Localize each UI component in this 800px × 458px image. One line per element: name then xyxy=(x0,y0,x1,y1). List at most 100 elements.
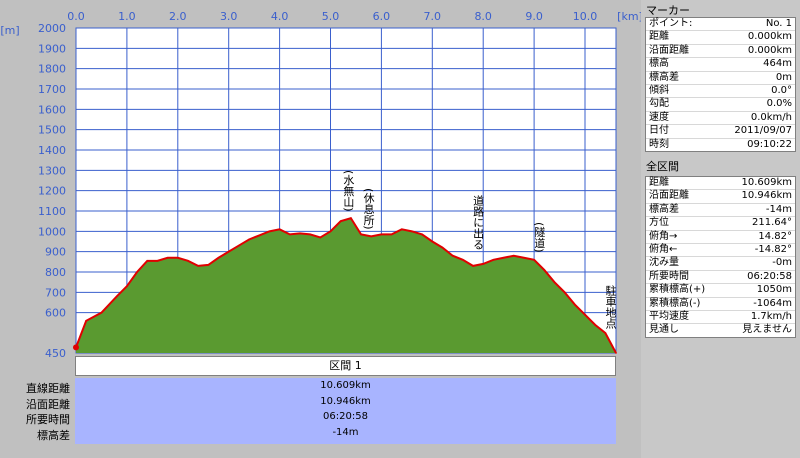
elevation-point xyxy=(411,230,413,233)
elevation-point xyxy=(339,220,342,222)
marker-row: 標高 464m xyxy=(646,58,795,72)
elevation-point xyxy=(594,324,596,326)
section-value: 14.82° xyxy=(758,230,792,242)
elevation-point xyxy=(207,264,210,266)
y-tick-label: 1000 xyxy=(38,225,66,238)
section-key: 所要時間 xyxy=(649,270,689,282)
marker-row: 時刻 09:10:22 xyxy=(646,139,795,151)
elevation-point xyxy=(441,246,444,249)
section-value: -1064m xyxy=(753,297,792,309)
elevation-point xyxy=(299,232,301,235)
section-row: 俯角→ 14.82° xyxy=(646,231,795,244)
y-tick-label: 1900 xyxy=(38,42,66,55)
elevation-point xyxy=(400,228,403,231)
annotation-label: (休息所) xyxy=(362,188,375,230)
section-key: 見通し xyxy=(649,324,679,336)
section-value: 06:20:58 xyxy=(747,270,792,282)
marker-key: 速度 xyxy=(649,111,669,123)
section-key: 平均速度 xyxy=(649,310,689,322)
marker-key: 標高 xyxy=(649,58,669,70)
y-tick-label: 900 xyxy=(45,246,66,259)
x-tick-label: 9.0 xyxy=(525,10,543,23)
x-tick-label: 7.0 xyxy=(424,10,442,23)
marker-key: 標高差 xyxy=(649,71,679,83)
elevation-point xyxy=(574,303,576,306)
elevation-chart[interactable]: 0.0 1.0 2.0 3.0 4.0 5.0 6.0 7.0 8.0 9.0 10.0 2000 19… xyxy=(0,0,641,358)
marker-row: 傾斜 0.0° xyxy=(646,84,795,99)
section-row: 方位 211.64° xyxy=(646,217,795,231)
elevation-point xyxy=(472,265,474,267)
marker-key: 時刻 xyxy=(649,138,669,150)
elevation-point xyxy=(451,254,454,257)
elevation-point xyxy=(615,352,617,354)
elevation-point xyxy=(85,320,87,322)
section-row: 見通し 見えません xyxy=(646,324,795,336)
elevation-point xyxy=(523,256,525,259)
elevation-point xyxy=(604,332,607,334)
summary-value: 06:20:58 xyxy=(323,411,368,422)
summary-value: -14m xyxy=(332,426,359,438)
x-tick-label: 5.0 xyxy=(322,10,340,23)
marker-row: 沿面距離 0.000km xyxy=(646,45,795,59)
y-tick-label: 1100 xyxy=(38,205,66,218)
y-tick-label: 1600 xyxy=(38,103,66,116)
y-tick-label: 1200 xyxy=(38,185,66,198)
section-row: 距離 10.609km xyxy=(646,177,795,191)
y-tick-label: 1300 xyxy=(38,164,66,177)
x-tick-label: 3.0 xyxy=(220,10,238,23)
marker-value: 0.0% xyxy=(766,98,792,110)
x-tick-label: 8.0 xyxy=(474,10,492,23)
section-value: -14.82° xyxy=(754,243,792,255)
elevation-point xyxy=(248,238,250,241)
section-value: 10.609km xyxy=(741,177,792,188)
elevation-point xyxy=(319,236,322,239)
marker-table: ポイント: No. 1 距離 0.000km 沿面距離 0.000km 標高 464m 標高差 0… xyxy=(645,17,796,152)
section-row: 標高差 -14m xyxy=(646,203,795,218)
marker-value: 0m xyxy=(775,71,792,83)
elevation-point xyxy=(462,259,464,261)
marker-value: 09:10:22 xyxy=(747,138,792,150)
section-key: 累積標高(+) xyxy=(649,284,706,296)
annotation-label: 駐車地点 xyxy=(604,284,617,330)
summary-key: 所要時間 xyxy=(26,413,70,426)
section-row: 累積標高(-) -1064m xyxy=(646,298,795,311)
section-value: 1.7km/h xyxy=(750,310,792,322)
section-key: 標高差 xyxy=(649,203,679,215)
marker-row: 勾配 0.0% xyxy=(646,98,795,112)
section-row: 累積標高(+) 1050m xyxy=(646,284,795,298)
marker-header: マーカー xyxy=(643,2,798,17)
elevation-point xyxy=(370,235,373,238)
elevation-point xyxy=(258,234,261,237)
elevation-point xyxy=(146,260,149,262)
elevation-point xyxy=(512,254,515,257)
summary-key: 直線距離 xyxy=(26,382,70,395)
y-tick-label: 800 xyxy=(45,266,66,279)
section-summary xyxy=(75,378,616,444)
marker-key: 傾斜 xyxy=(649,84,669,96)
marker-value: 0.0km/h xyxy=(750,111,792,123)
y-tick-label: 2000 xyxy=(38,22,66,35)
section-value: 1050m xyxy=(756,284,792,296)
marker-value: 0.0° xyxy=(771,84,792,96)
elevation-point xyxy=(197,265,199,267)
summary-value: 10.946km xyxy=(320,395,371,407)
section-row: 平均速度 1.7km/h xyxy=(646,310,795,325)
section-total-header: 全区間 xyxy=(643,158,798,173)
elevation-point xyxy=(115,295,118,298)
section-header[interactable]: 区間 1 xyxy=(75,356,616,376)
elevation-area xyxy=(76,218,616,353)
annotation-label: (隧道) xyxy=(533,222,546,253)
elevation-point xyxy=(136,271,138,273)
section-row: 俯角← -14.82° xyxy=(646,243,795,258)
elevation-point xyxy=(278,228,281,231)
section-key: 累積標高(-) xyxy=(649,297,701,309)
section-key: 距離 xyxy=(649,177,669,188)
elevation-point xyxy=(553,281,556,283)
elevation-point xyxy=(156,260,159,262)
section-value: 211.64° xyxy=(752,217,792,229)
x-tick-label: 2.0 xyxy=(169,10,187,23)
marker-row: 速度 0.0km/h xyxy=(646,111,795,126)
section-value: -14m xyxy=(765,203,792,215)
section-key: 俯角← xyxy=(649,243,678,255)
marker-row: ポイント: No. 1 xyxy=(646,18,795,32)
